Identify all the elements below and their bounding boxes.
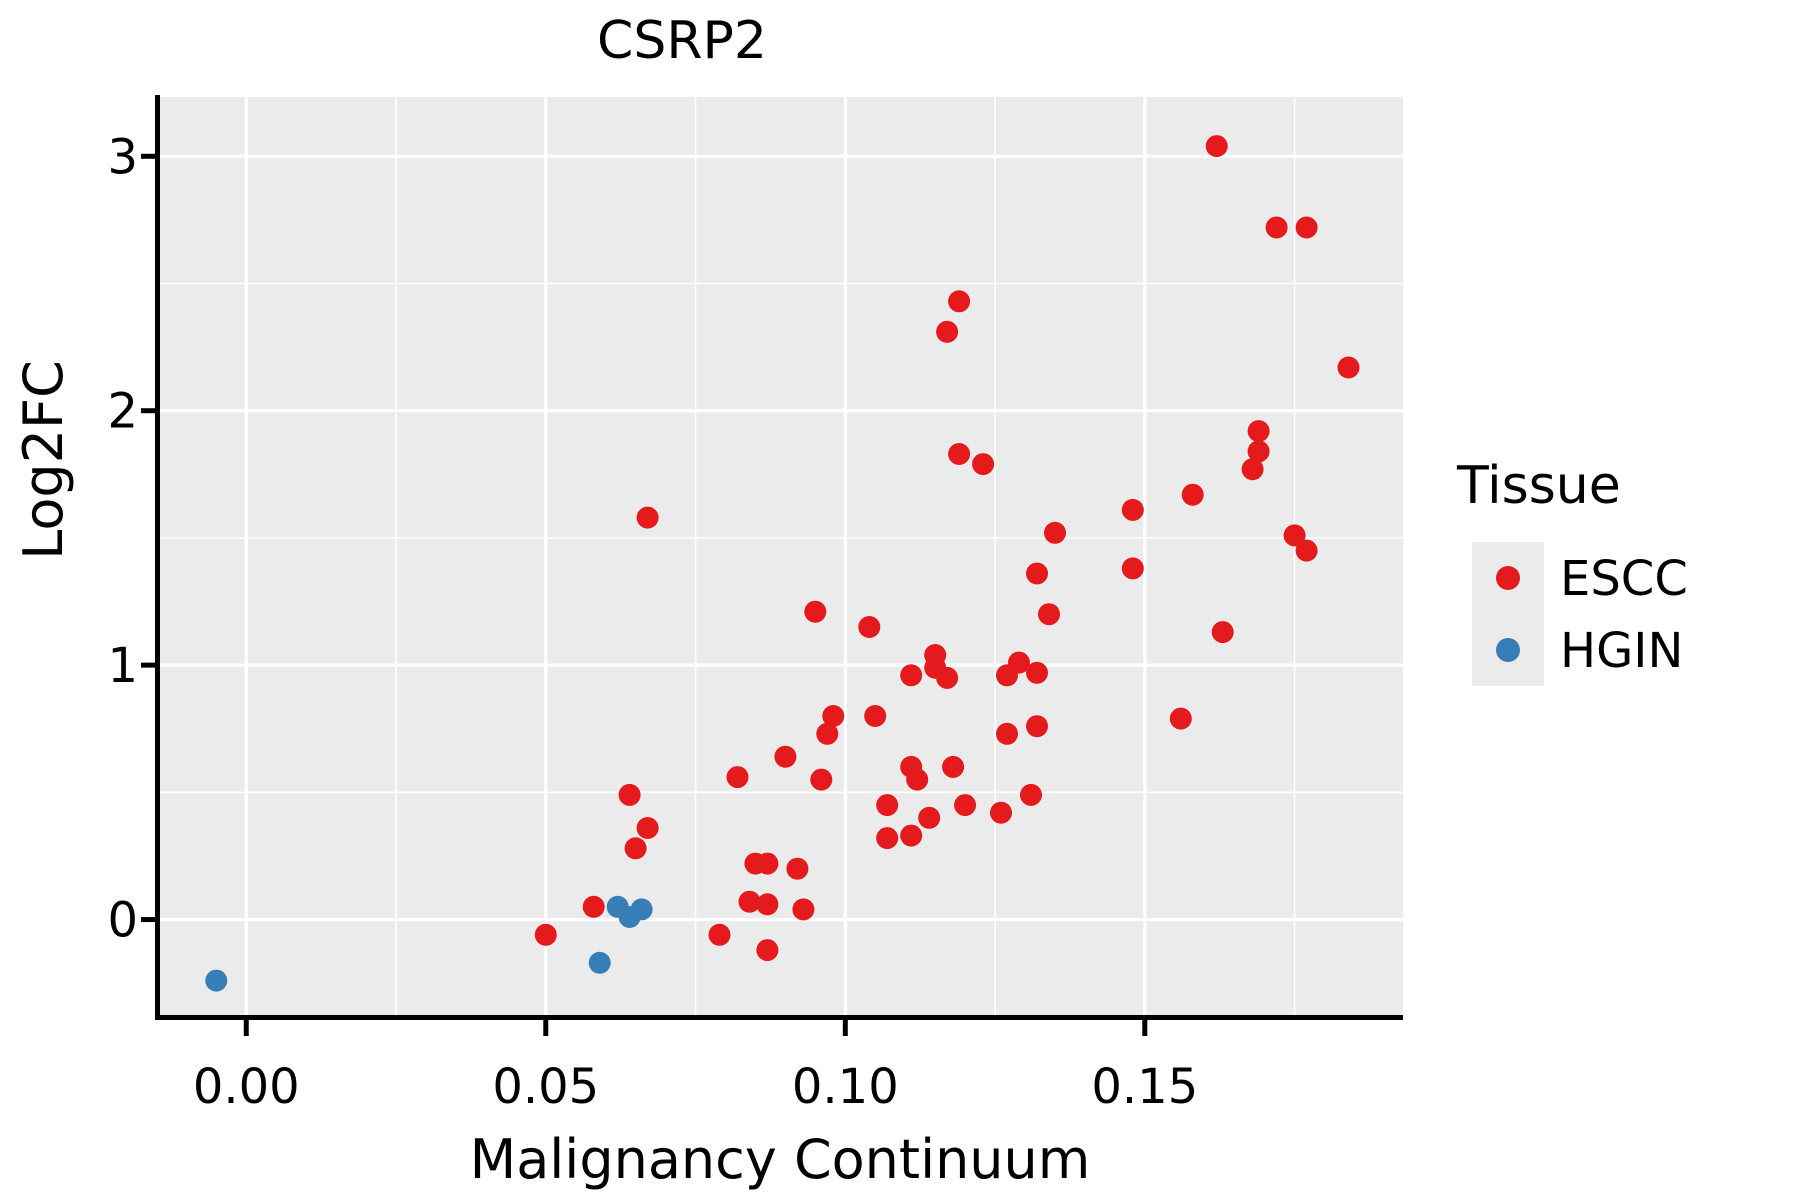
data-point-escc <box>708 923 731 946</box>
data-points-layer <box>205 135 1360 992</box>
data-point-escc <box>816 722 839 745</box>
data-point-escc <box>876 827 899 850</box>
data-point-escc <box>864 705 887 727</box>
x-tick-label: 0.15 <box>1091 1059 1198 1115</box>
chart-title: CSRP2 <box>597 11 767 71</box>
data-point-escc <box>936 666 959 689</box>
data-point-escc <box>936 320 959 343</box>
data-point-escc <box>948 443 971 465</box>
data-point-escc <box>534 923 557 946</box>
axis-ticks: 0.00 0.05 0.10 0.15 0 1 2 3 <box>107 129 1198 1115</box>
y-tick-label: 1 <box>107 638 138 694</box>
data-point-escc <box>1241 458 1264 481</box>
data-point-escc <box>1038 603 1060 626</box>
x-axis-spine <box>155 1015 1403 1020</box>
x-tick-label: 0.05 <box>492 1059 599 1115</box>
data-point-escc <box>900 664 923 687</box>
legend-key-dot-escc <box>1496 566 1520 590</box>
legend: Tissue ESCC HGIN <box>1456 456 1688 686</box>
data-point-escc <box>756 893 779 916</box>
y-tick-label: 3 <box>107 129 138 185</box>
data-point-escc <box>1295 539 1318 562</box>
data-point-escc <box>954 794 977 817</box>
data-point-escc <box>858 616 881 638</box>
data-point-escc <box>1026 661 1048 684</box>
y-tick-label: 0 <box>107 893 138 949</box>
data-point-escc <box>774 745 797 768</box>
data-point-escc <box>738 890 761 913</box>
minor-gridlines <box>160 97 1403 1017</box>
data-point-escc <box>1008 651 1030 674</box>
data-point-escc <box>624 837 647 860</box>
x-tick-label: 0.00 <box>193 1059 300 1115</box>
data-point-escc <box>618 783 641 806</box>
y-axis-title: Log2FC <box>12 360 75 560</box>
data-point-escc <box>1337 356 1360 379</box>
data-point-escc <box>810 768 833 791</box>
data-point-escc <box>1295 216 1318 239</box>
data-point-escc <box>1020 783 1042 806</box>
data-point-escc <box>1283 524 1306 547</box>
x-tick-label: 0.10 <box>792 1059 899 1115</box>
data-point-escc <box>756 939 779 962</box>
data-point-escc <box>948 290 971 313</box>
data-point-escc <box>1121 557 1144 580</box>
data-point-escc <box>1205 135 1228 158</box>
data-point-hgin <box>630 898 653 921</box>
data-point-escc <box>924 644 947 666</box>
data-point-escc <box>1044 521 1066 544</box>
x-axis-title: Malignancy Continuum <box>470 1128 1091 1191</box>
data-point-escc <box>1026 562 1048 585</box>
data-point-escc <box>582 895 605 918</box>
data-point-escc <box>1181 483 1204 506</box>
data-point-hgin <box>588 951 611 974</box>
plot-panel-background <box>160 97 1403 1017</box>
legend-items: ESCC HGIN <box>1472 542 1688 686</box>
data-point-escc <box>636 817 659 839</box>
data-point-escc <box>786 857 809 880</box>
data-point-escc <box>1247 420 1270 443</box>
legend-item-label: ESCC <box>1560 551 1688 607</box>
data-point-escc <box>900 824 923 847</box>
data-point-escc <box>906 768 929 791</box>
data-point-escc <box>1247 440 1270 463</box>
data-point-escc <box>756 852 779 875</box>
data-point-escc <box>996 722 1018 745</box>
data-point-escc <box>804 600 827 623</box>
data-point-escc <box>1169 707 1192 730</box>
data-point-escc <box>972 453 995 476</box>
y-tick-label: 2 <box>107 384 138 440</box>
data-point-escc <box>918 806 941 829</box>
data-point-escc <box>876 794 899 817</box>
data-point-escc <box>990 801 1012 824</box>
data-point-escc <box>1211 621 1234 644</box>
data-point-escc <box>822 705 845 727</box>
data-point-hgin <box>205 969 228 992</box>
data-point-escc <box>1026 715 1048 738</box>
data-point-escc <box>636 506 659 529</box>
legend-title: Tissue <box>1456 456 1621 516</box>
data-point-escc <box>1121 498 1144 521</box>
data-point-escc <box>942 755 965 778</box>
data-point-escc <box>726 766 749 789</box>
data-point-escc <box>1265 216 1288 239</box>
legend-key-dot-hgin <box>1496 638 1520 662</box>
major-gridlines <box>160 97 1403 1017</box>
y-axis-spine <box>155 95 160 1020</box>
data-point-escc <box>792 898 815 921</box>
legend-item-label: HGIN <box>1560 623 1683 679</box>
